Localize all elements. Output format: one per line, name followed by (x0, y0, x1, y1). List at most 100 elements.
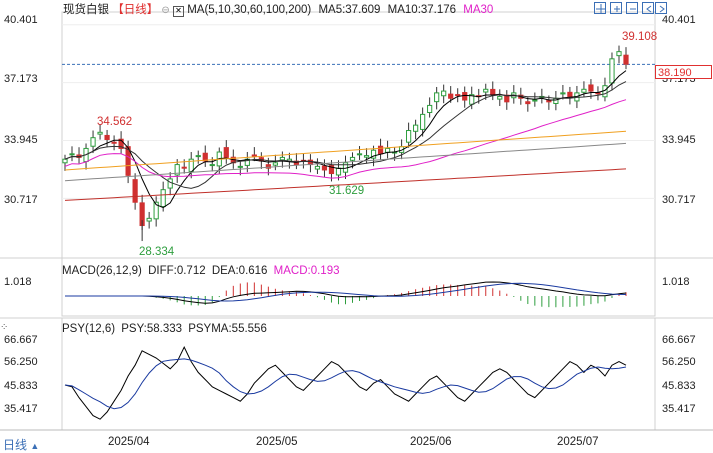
candle-body (62, 158, 68, 164)
psy-value: PSY:58.333 (121, 323, 183, 335)
low-marker-label: 31.629 (329, 185, 365, 197)
candle-body (427, 104, 433, 113)
price-axis-left-tick: 40.401 (4, 14, 38, 26)
price-axis-right-tick: 33.945 (662, 134, 696, 146)
candle-body (265, 164, 271, 169)
candle-body (420, 113, 426, 130)
x-axis-tick: 2025/07 (557, 436, 599, 448)
high-marker-label: 39.108 (622, 31, 658, 43)
ma100-line (64, 142, 627, 182)
candle-body (441, 90, 447, 97)
candle-body (546, 99, 552, 103)
psy-label: PSY(12,6) (62, 323, 116, 335)
candle-body (553, 97, 559, 105)
candle-body (434, 92, 440, 103)
candle-body (97, 131, 103, 135)
psy-header: PSY(12,6) PSY:58.333 PSYMA:55.556 (62, 322, 267, 336)
candle-body (497, 95, 503, 100)
candle-body (349, 156, 356, 161)
psy-axis-right-tick: 66.667 (662, 334, 696, 346)
price-axis-left-tick: 37.173 (4, 73, 38, 85)
psy-axis-left-tick: 45.833 (4, 380, 38, 392)
psy-line (64, 346, 627, 420)
candle-body (181, 166, 187, 169)
candle-body (406, 130, 412, 143)
macd-value: MACD:0.193 (273, 265, 340, 277)
candle-body (448, 93, 454, 99)
macd-dea-line (65, 282, 627, 302)
macd-diff: DIFF:0.712 (148, 265, 206, 277)
candle-body (111, 141, 117, 144)
macd-diff-line (65, 281, 627, 304)
candle-body (223, 147, 229, 158)
candle-body (525, 101, 531, 105)
drag-handle-icon[interactable]: ⁘ (0, 322, 9, 333)
scroll-left-icon[interactable] (642, 2, 654, 14)
psy-axis-right-tick: 45.833 (662, 380, 696, 392)
low-marker-label: 28.334 (139, 246, 175, 258)
zoom-out-icon[interactable] (626, 2, 638, 14)
candle-body (483, 88, 489, 93)
psyma-line (64, 358, 627, 410)
candle-body (272, 162, 278, 166)
candle-body (370, 149, 377, 159)
price-axis-right-tick: 30.717 (662, 194, 696, 206)
candle-body (377, 145, 384, 155)
candle-body (588, 84, 594, 92)
candle-body (160, 189, 166, 208)
chart-header: 现货白银 【日线】 ⊖ ✕ MA(5,10,30,60,100,200) MA5… (63, 3, 493, 18)
candle-body (174, 164, 180, 176)
candle-body (195, 155, 201, 158)
psyma-value: PSYMA:55.556 (188, 323, 267, 335)
ma30-line (64, 99, 627, 179)
candle-body (321, 165, 328, 171)
candle-body (153, 201, 159, 220)
macd-axis-left-tick: 1.018 (4, 276, 32, 288)
x-axis-tick: 2025/05 (256, 436, 298, 448)
price-axis-left-tick: 33.945 (4, 134, 38, 146)
candle-body (237, 165, 243, 168)
candle-body (581, 88, 587, 93)
ma10-value: MA10:37.176 (387, 4, 457, 16)
candle-body (146, 217, 152, 222)
zoom-in-icon[interactable] (610, 2, 622, 14)
price-axis-left-tick: 30.717 (4, 194, 38, 206)
scroll-right-icon[interactable] (655, 2, 667, 14)
candle-body (455, 94, 461, 97)
macd-header: MACD(26,12,9) DIFF:0.712 DEA:0.616 MACD:… (62, 264, 340, 278)
candle-body (69, 153, 75, 156)
candle-body (104, 134, 110, 140)
candle-body (251, 154, 257, 157)
ma200-line (64, 168, 627, 201)
settings-icon[interactable]: ⊖ (161, 5, 170, 16)
candle-body (328, 165, 335, 175)
last-price-badge: 38.190 (655, 65, 712, 79)
candle-body (567, 91, 573, 97)
psy-axis-right-tick: 35.417 (662, 403, 696, 415)
candle-body (118, 138, 124, 149)
psy-axis-left-tick: 56.250 (4, 356, 38, 368)
candle-body (623, 54, 629, 65)
candle-body (560, 92, 566, 95)
candle-body (209, 164, 215, 167)
x-axis-tick: 2025/06 (410, 436, 452, 448)
candle-body (314, 165, 321, 170)
macd-label: MACD(26,12,9) (62, 265, 142, 277)
high-marker-label: 34.562 (97, 116, 133, 128)
psy-axis-left-tick: 66.667 (4, 334, 38, 346)
ma-toggle-icon[interactable]: ✕ (173, 6, 184, 17)
candle-body (532, 99, 538, 102)
period-selector[interactable]: 日线 ▲ (3, 436, 39, 453)
candle-body (279, 156, 285, 161)
candle-body (462, 92, 468, 101)
period-selector-label: 日线 (3, 438, 28, 452)
crosshair-icon[interactable] (594, 2, 606, 14)
candle-body (356, 153, 363, 156)
candle-body (616, 51, 622, 57)
candle-body (90, 137, 96, 147)
macd-dea: DEA:0.616 (211, 265, 268, 277)
ma30-value: MA30 (463, 4, 494, 16)
candle-body (167, 178, 173, 189)
period-label[interactable]: 【日线】 (112, 4, 159, 16)
